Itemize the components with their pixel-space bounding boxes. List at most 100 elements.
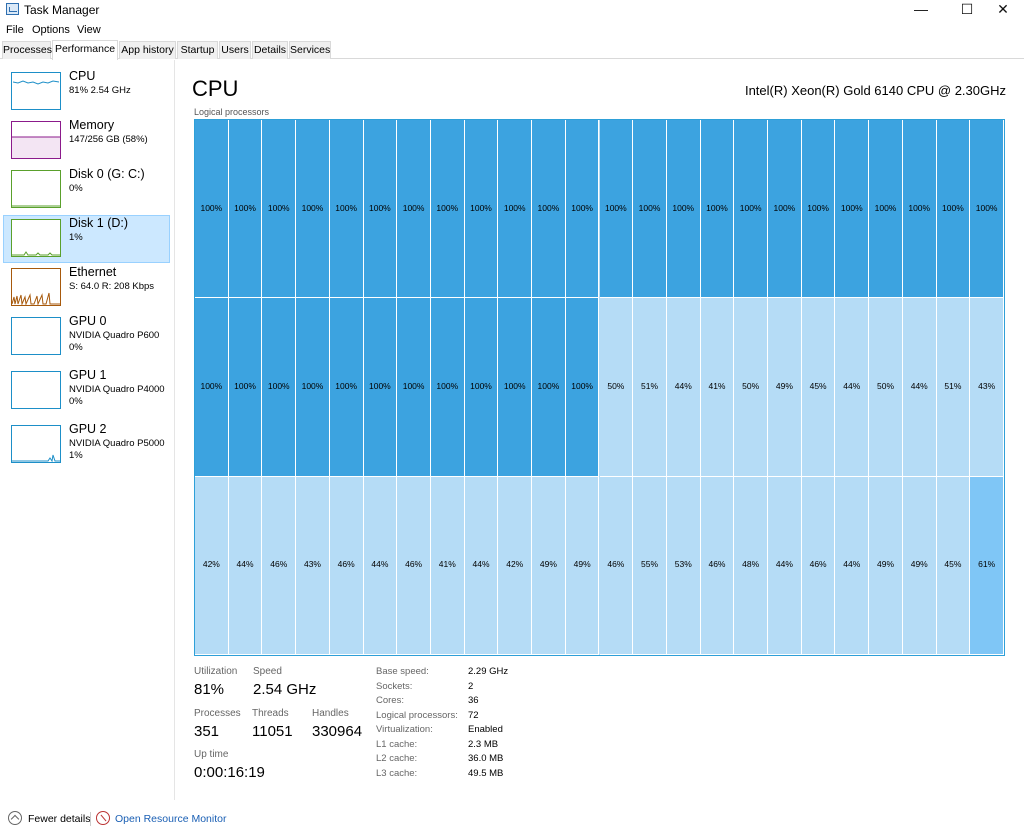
tab-details[interactable]: Details — [252, 41, 288, 59]
fewer-details-link[interactable]: Fewer details — [28, 813, 91, 825]
logical-processor-usage: 100% — [537, 202, 560, 213]
minimize-button[interactable]: — — [914, 1, 928, 17]
logical-processor-usage: 100% — [301, 380, 324, 391]
speed-label: Speed — [253, 666, 282, 677]
sidebar-item-ethernet[interactable]: Ethernet S: 64.0 R: 208 Kbps — [3, 264, 170, 312]
sidebar-item-disk-1[interactable]: Disk 1 (D:) 1% — [3, 215, 170, 263]
logical-processor-cell: 44% — [228, 476, 263, 655]
handles-value: 330964 — [312, 723, 363, 740]
logical-processor-usage: 48% — [742, 559, 760, 570]
title-bar: Task Manager — ☐ ✕ — [0, 0, 1024, 20]
logical-processor-usage: 49% — [573, 559, 591, 570]
sidebar-item-detail: NVIDIA Quadro P4000 — [69, 384, 165, 395]
processes-label: Processes — [194, 708, 241, 719]
resource-monitor-icon[interactable] — [96, 811, 110, 825]
sidebar-item-gpu-1[interactable]: GPU 1 NVIDIA Quadro P4000 0% — [3, 367, 170, 421]
sidebar-item-gpu-2[interactable]: GPU 2 NVIDIA Quadro P5000 1% — [3, 421, 170, 475]
logical-processor-usage: 100% — [571, 202, 593, 213]
logical-processor-cell: 100% — [835, 120, 870, 299]
chevron-up-icon[interactable] — [8, 811, 22, 825]
speed-value: 2.54 GHz — [253, 681, 317, 698]
logical-processor-usage: 45% — [809, 380, 827, 391]
logical-processor-cell: 100% — [464, 120, 499, 299]
logical-processor-usage: 100% — [638, 202, 661, 213]
logical-processor-cell: 46% — [599, 476, 634, 655]
logical-processor-cell: 100% — [902, 120, 937, 299]
logical-processor-usage: 100% — [604, 202, 627, 213]
logical-processor-cell: 100% — [869, 120, 903, 299]
logical-processor-cell: 43% — [296, 476, 330, 655]
logical-processor-cell: 45% — [801, 298, 836, 477]
tab-startup[interactable]: Startup — [177, 41, 218, 59]
logical-processor-cell: 41% — [430, 476, 465, 655]
logical-processor-cell: 41% — [700, 298, 735, 477]
sidebar-item-detail: 1% — [69, 232, 83, 243]
logical-processor-cell: 44% — [464, 476, 499, 655]
logical-processor-usage: 100% — [234, 202, 256, 213]
logical-processor-usage: 100% — [301, 202, 324, 213]
logical-processor-usage: 44% — [910, 380, 928, 391]
logical-processor-cell: 100% — [430, 298, 465, 477]
logical-processor-usage: 43% — [978, 380, 996, 391]
logical-processor-usage: 53% — [674, 559, 692, 570]
logical-processor-cell: 44% — [835, 476, 870, 655]
sidebar-item-cpu[interactable]: CPU 81% 2.54 GHz — [3, 68, 170, 116]
logical-processor-cell: 100% — [363, 120, 398, 299]
base-speed-label: Base speed: — [376, 666, 429, 677]
logical-processor-usage: 50% — [607, 380, 625, 391]
disk-0-thumbnail-graph — [11, 170, 61, 208]
sidebar-item-usage: 0% — [69, 396, 83, 407]
sidebar-item-detail: NVIDIA Quadro P600 — [69, 330, 160, 341]
logical-processor-usage: 100% — [436, 202, 459, 213]
task-manager-app-icon — [6, 3, 19, 15]
base-speed-value: 2.29 GHz — [468, 666, 509, 677]
logical-processor-cell: 46% — [801, 476, 836, 655]
logical-processor-cell: 100% — [329, 298, 364, 477]
menu-view[interactable]: View — [77, 24, 101, 36]
logical-processor-cell: 50% — [734, 298, 769, 477]
l3-cache-label: L3 cache: — [376, 768, 418, 779]
logical-processor-usage: 100% — [975, 202, 998, 213]
logical-processor-cell: 100% — [970, 120, 1004, 299]
l2-cache-label: L2 cache: — [376, 753, 418, 764]
logical-processor-cell: 100% — [296, 120, 330, 299]
tab-performance[interactable]: Performance — [52, 40, 118, 60]
logical-processor-cell: 100% — [195, 120, 229, 299]
tab-processes[interactable]: Processes — [2, 41, 52, 59]
logical-processor-cell: 50% — [599, 298, 634, 477]
menu-file[interactable]: File — [6, 24, 24, 36]
logical-processor-cell: 46% — [397, 476, 431, 655]
cores-label: Cores: — [376, 695, 404, 706]
logical-processor-usage: 100% — [706, 202, 728, 213]
close-button[interactable]: ✕ — [997, 1, 1009, 17]
tab-users[interactable]: Users — [219, 41, 251, 59]
maximize-button[interactable]: ☐ — [960, 1, 974, 17]
logical-processor-cell: 100% — [565, 298, 600, 477]
logical-processor-usage: 100% — [942, 202, 964, 213]
logical-processor-usage: 44% — [843, 559, 861, 570]
sidebar-item-usage: 0% — [69, 342, 83, 353]
logical-processor-usage: 44% — [371, 559, 389, 570]
sidebar-item-disk-0[interactable]: Disk 0 (G: C:) 0% — [3, 166, 170, 214]
l2-cache-value: 36.0 MB — [468, 753, 504, 764]
l3-cache-value: 49.5 MB — [468, 768, 504, 779]
logical-processor-cell: 42% — [195, 476, 229, 655]
open-resource-monitor-link[interactable]: Open Resource Monitor — [115, 813, 227, 825]
logical-processor-usage: 46% — [708, 559, 726, 570]
performance-panel: CPU Intel(R) Xeon(R) Gold 6140 CPU @ 2.3… — [176, 60, 1024, 800]
logical-processor-usage: 100% — [267, 380, 290, 391]
logical-processor-cell: 55% — [633, 476, 667, 655]
sidebar-item-gpu-0[interactable]: GPU 0 NVIDIA Quadro P600 0% — [3, 313, 170, 367]
logical-processor-cell: 48% — [734, 476, 769, 655]
footer-bar: Fewer details Open Resource Monitor — [0, 805, 1024, 835]
tab-services[interactable]: Services — [289, 41, 331, 59]
menu-options[interactable]: Options — [32, 24, 70, 36]
logical-processor-cell: 100% — [228, 120, 263, 299]
sidebar-item-memory[interactable]: Memory 147/256 GB (58%) — [3, 117, 170, 165]
tab-app-history[interactable]: App history — [119, 41, 176, 59]
logical-processor-usage: 100% — [335, 202, 358, 213]
virtualization-label: Virtualization: — [376, 724, 433, 735]
logical-processor-usage: 44% — [843, 380, 861, 391]
logical-processor-usage: 46% — [809, 559, 827, 570]
logical-processor-usage: 100% — [503, 202, 526, 213]
